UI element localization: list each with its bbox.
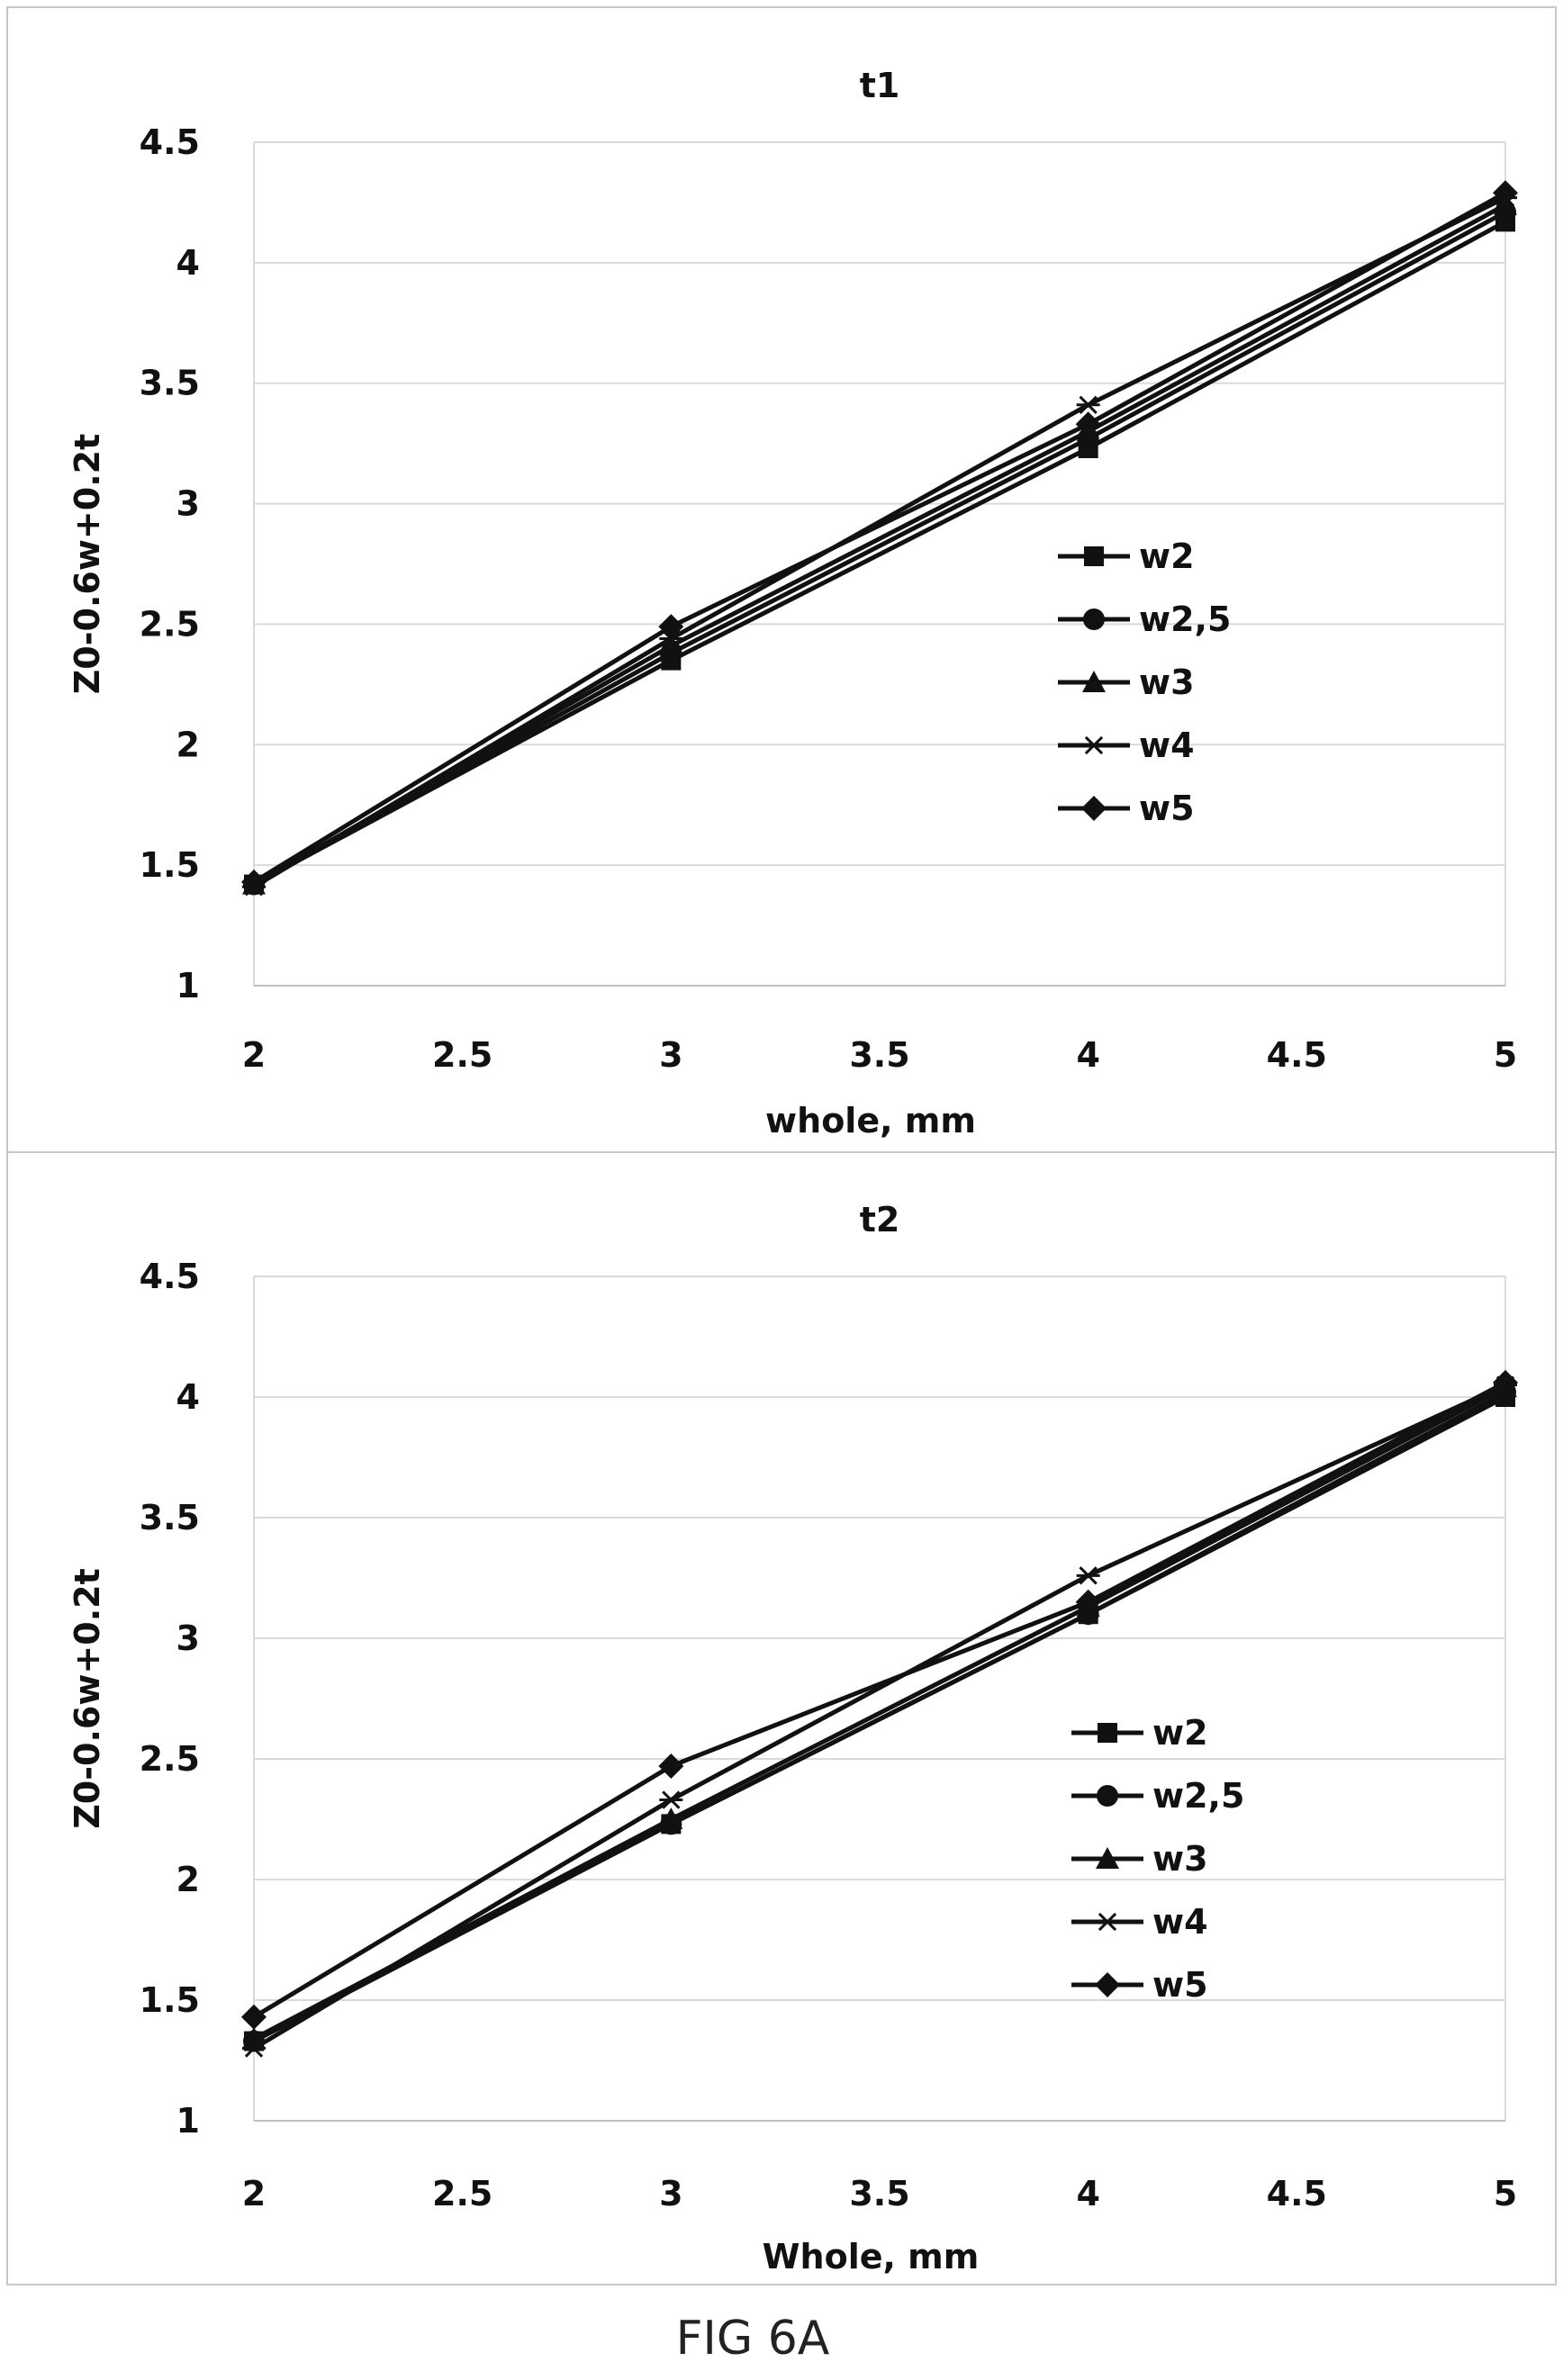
legend-entry: w3 [1139,663,1195,702]
x-tick-label: 2.5 [432,2174,492,2213]
x-tick-label: 3.5 [849,1035,909,1075]
y-tick-label: 2.5 [140,604,200,644]
x-tick-label: 3.5 [849,2174,909,2213]
data-point-w5 [1075,411,1101,437]
data-point-w5 [241,869,267,895]
x-tick-label: 3 [659,2174,682,2213]
chart-title: t1 [860,66,900,105]
y-tick-label: 4.5 [140,1257,200,1296]
data-point-w5 [658,614,684,640]
legend-entry: w2,5 [1152,1776,1244,1816]
data-point-w5 [241,2004,267,2030]
y-tick-label: 4 [176,243,200,283]
series-line-w2,5 [252,210,1507,887]
figure-frame [6,6,1557,2285]
series-line-w5 [252,1380,1507,2019]
data-point-w4 [1076,395,1100,414]
series-line-w2,5 [252,1390,1507,2043]
legend-marker [1095,1972,1120,1997]
legend-entry: w5 [1139,789,1195,828]
y-tick-label: 1.5 [140,1980,200,2020]
y-tick-label: 3 [176,484,200,524]
y-tick-label: 1.5 [140,845,200,885]
x-tick-label: 2 [242,1035,266,1075]
x-tick-label: 2.5 [432,1035,492,1075]
y-tick-label: 1 [176,966,200,1005]
chart-title: t2 [860,1200,900,1240]
x-axis-label: Whole, mm [763,2237,980,2276]
x-tick-label: 5 [1494,2174,1517,2213]
legend-marker [1098,1723,1117,1743]
legend-marker [1083,609,1105,630]
chart-t2: t2 1 1.5 2 2.5 3 3.5 4 4.5 2 2.5 3 3.5 4 4.5 5 Whole, mm… [68,1200,1518,2276]
series-line-w3 [252,1385,1507,2042]
x-tick-label: 3 [659,1035,682,1075]
data-point-w5 [658,1753,684,1780]
x-tick-label: 4.5 [1267,1035,1327,1075]
legend-entry: w5 [1152,1965,1208,2005]
legend-entry: w2,5 [1139,600,1231,639]
y-tick-label: 2.5 [140,1739,200,1779]
data-point-w3 [659,1808,683,1829]
legend-marker [1082,735,1106,755]
legend-marker [1082,671,1106,692]
x-axis-label: whole, mm [765,1101,976,1140]
y-axis-label: Z0-0.6w+0.2t [68,1568,107,1829]
x-tick-label: 4.5 [1267,2174,1327,2213]
legend-entry: w4 [1152,1902,1208,1942]
x-tick-label: 2 [242,2174,266,2213]
y-tick-label: 1 [176,2101,200,2141]
legend-marker [1096,1912,1119,1932]
data-point-w5 [1075,1589,1101,1615]
x-tick-label: 4 [1076,2174,1099,2213]
y-tick-label: 4.5 [140,122,200,162]
x-tick-label: 4 [1076,1035,1099,1075]
y-tick-label: 2 [176,1860,200,1899]
data-point-w5 [1493,180,1518,206]
series-line-w5 [252,191,1507,885]
legend-marker [1097,1785,1118,1807]
legend-marker [1096,1847,1119,1869]
y-tick-label: 3 [176,1618,200,1658]
chart-t1: t1 1 1.5 2 2.5 3 3.5 4 4.5 2 2.5 3 3.5 4 4.5 5 whole, mm… [68,66,1518,1140]
legend-entry: w2 [1139,536,1195,576]
data-point-w3 [659,634,683,656]
y-axis-label: Z0-0.6w+0.2t [68,434,107,695]
y-tick-label: 3.5 [140,364,200,403]
series-line-w2 [252,220,1507,887]
legend-marker [1084,546,1104,566]
data-point-w4 [242,2039,266,2058]
legend-marker [1081,796,1107,821]
data-point-w5 [1493,1369,1518,1395]
data-point-w4 [1076,1566,1100,1585]
legend-entry: w2 [1152,1713,1208,1753]
series-line-w4 [252,1383,1507,2051]
data-point-w4 [659,1790,683,1809]
y-tick-label: 4 [176,1377,200,1417]
y-tick-label: 3.5 [140,1498,200,1537]
y-tick-label: 2 [176,725,200,764]
legend-entry: w3 [1152,1839,1208,1879]
legend-entry: w4 [1139,726,1195,765]
x-tick-label: 5 [1494,1035,1517,1075]
series-line-w4 [252,195,1507,889]
figure-caption: FIG 6A [676,2312,830,2366]
